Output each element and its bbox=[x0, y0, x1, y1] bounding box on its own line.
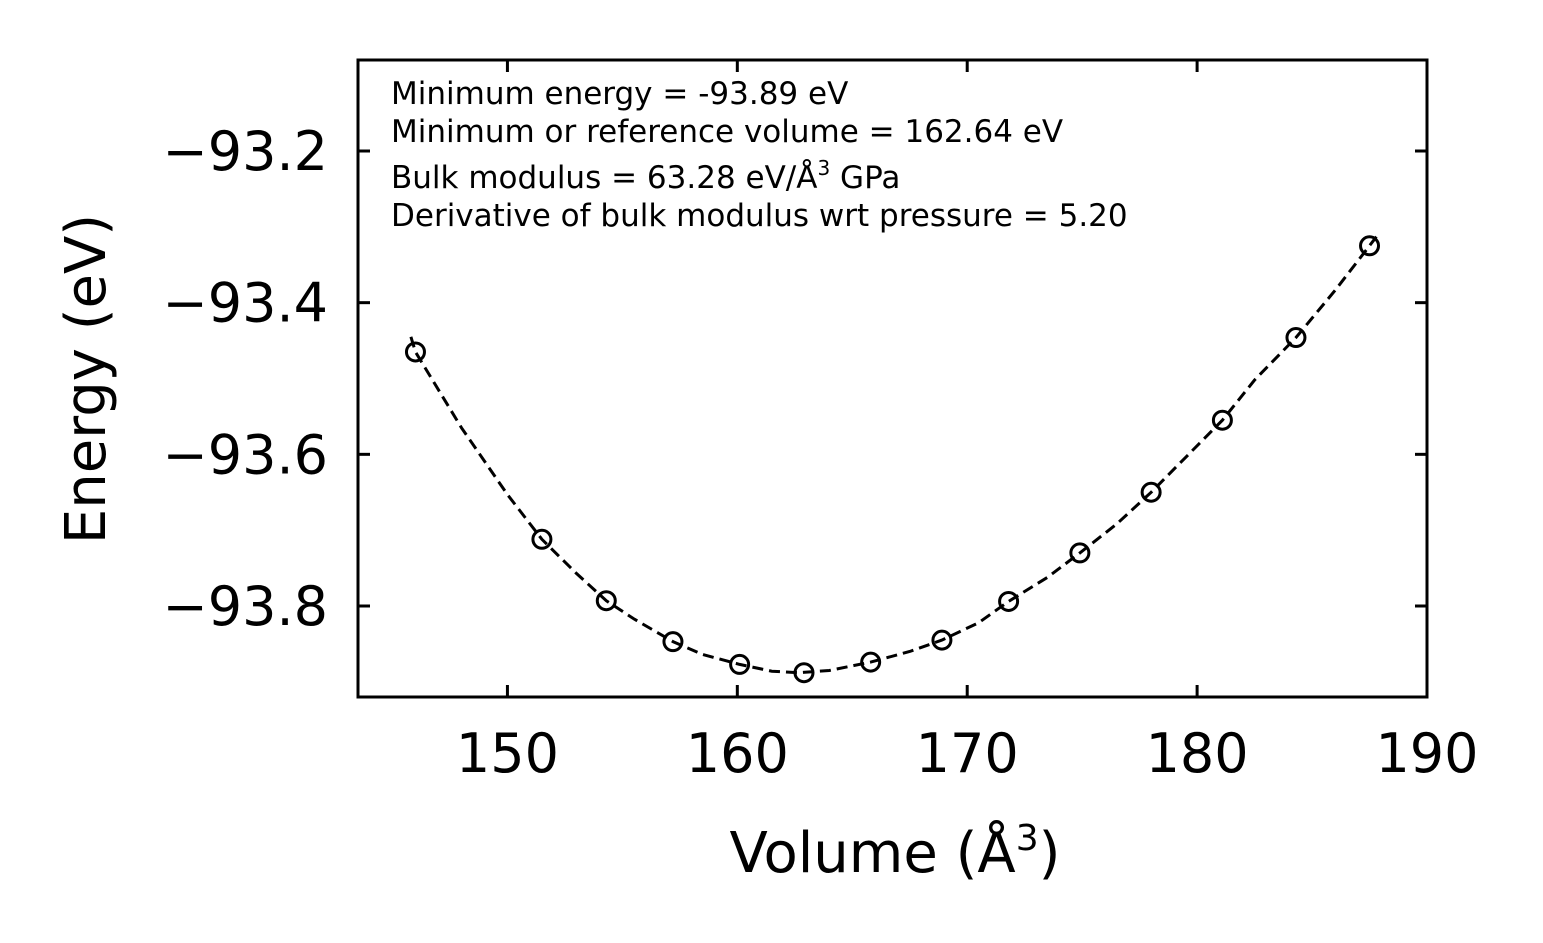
data-point bbox=[1285, 327, 1307, 349]
data-point bbox=[860, 651, 882, 673]
data-point bbox=[1140, 481, 1162, 503]
y-axis-label: Energy (eV) bbox=[54, 214, 119, 544]
annotation-bulk-modulus-superscript: 3 bbox=[817, 156, 830, 180]
annotation-bulk-modulus-unit: GPa bbox=[830, 160, 900, 196]
data-point bbox=[793, 662, 815, 684]
data-point bbox=[1069, 542, 1091, 564]
annotation-bulk-modulus-derivative: Derivative of bulk modulus wrt pressure … bbox=[391, 198, 1128, 234]
fit-curve bbox=[409, 235, 1378, 675]
data-point bbox=[931, 629, 953, 651]
x-tick-label: 180 bbox=[1146, 722, 1249, 785]
annotation-minimum-energy: Minimum energy = -93.89 eV bbox=[391, 76, 848, 112]
y-tick-label: −93.8 bbox=[163, 575, 328, 638]
y-axis-ticks: −93.2 −93.4 −93.6 −93.8 bbox=[163, 120, 1427, 638]
x-axis-label-suffix: ) bbox=[1039, 821, 1061, 886]
plot-frame bbox=[356, 58, 1429, 699]
y-tick-label: −93.6 bbox=[163, 423, 328, 486]
annotation-bulk-modulus: Bulk modulus = 63.28 eV/Å3 GPa bbox=[391, 156, 900, 196]
x-axis-label-superscript: 3 bbox=[1016, 818, 1039, 859]
x-axis-ticks: 150 160 170 180 190 bbox=[456, 60, 1479, 785]
data-point bbox=[1211, 409, 1233, 431]
x-axis-label-text: Volume (Å bbox=[730, 820, 1016, 886]
y-tick-label: −93.4 bbox=[163, 272, 328, 335]
annotation-bulk-modulus-text: Bulk modulus = 63.28 eV/Å bbox=[391, 160, 817, 196]
data-point bbox=[404, 341, 426, 363]
y-tick-label: −93.2 bbox=[163, 120, 328, 183]
annotation-reference-volume: Minimum or reference volume = 162.64 eV bbox=[391, 114, 1063, 150]
x-tick-label: 160 bbox=[686, 722, 789, 785]
x-tick-label: 170 bbox=[916, 722, 1019, 785]
data-point bbox=[998, 590, 1020, 612]
data-point bbox=[595, 590, 617, 612]
data-point bbox=[729, 653, 751, 675]
data-point bbox=[662, 631, 684, 653]
x-tick-label: 150 bbox=[456, 722, 559, 785]
data-point bbox=[1359, 235, 1381, 257]
x-axis-label: Volume (Å3) bbox=[730, 818, 1061, 886]
data-points bbox=[404, 235, 1381, 684]
x-tick-label: 190 bbox=[1375, 722, 1478, 785]
data-point bbox=[531, 528, 553, 550]
